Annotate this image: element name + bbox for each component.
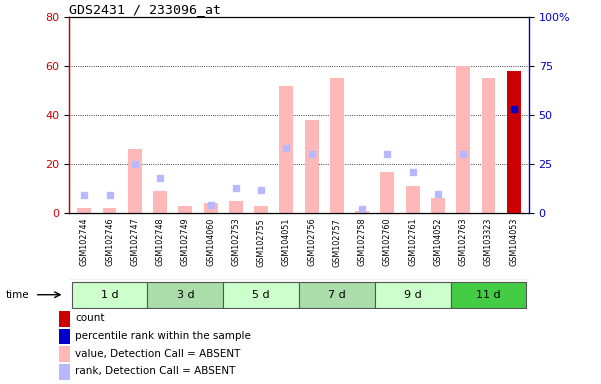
Text: GSM102758: GSM102758 bbox=[358, 218, 367, 266]
Text: GSM103323: GSM103323 bbox=[484, 218, 493, 266]
Text: 1 d: 1 d bbox=[101, 290, 118, 300]
Bar bbox=[431, 199, 445, 213]
Bar bbox=[59, 346, 70, 362]
Text: GDS2431 / 233096_at: GDS2431 / 233096_at bbox=[69, 3, 221, 16]
Bar bbox=[59, 311, 70, 326]
Bar bbox=[59, 364, 70, 380]
Bar bbox=[178, 206, 192, 213]
Text: GSM102763: GSM102763 bbox=[459, 218, 468, 266]
Bar bbox=[147, 282, 223, 308]
Bar bbox=[507, 71, 520, 213]
Bar bbox=[59, 329, 70, 344]
Bar bbox=[204, 204, 218, 213]
Bar bbox=[78, 208, 91, 213]
Bar bbox=[103, 208, 117, 213]
Text: count: count bbox=[75, 313, 105, 323]
Bar bbox=[128, 149, 142, 213]
Text: GSM102753: GSM102753 bbox=[231, 218, 240, 266]
Text: GSM102756: GSM102756 bbox=[307, 218, 316, 266]
Bar bbox=[330, 78, 344, 213]
Text: GSM102761: GSM102761 bbox=[408, 218, 417, 266]
Text: percentile rank within the sample: percentile rank within the sample bbox=[75, 331, 251, 341]
Text: GSM102760: GSM102760 bbox=[383, 218, 392, 266]
Text: 7 d: 7 d bbox=[328, 290, 346, 300]
Text: GSM104053: GSM104053 bbox=[509, 218, 518, 266]
Bar bbox=[355, 211, 369, 213]
Bar bbox=[223, 282, 299, 308]
Text: rank, Detection Call = ABSENT: rank, Detection Call = ABSENT bbox=[75, 366, 236, 376]
Text: time: time bbox=[6, 290, 29, 300]
Text: GSM104052: GSM104052 bbox=[433, 218, 442, 266]
Bar bbox=[229, 201, 243, 213]
Text: GSM102744: GSM102744 bbox=[80, 218, 89, 266]
Bar bbox=[481, 78, 495, 213]
Bar bbox=[153, 191, 167, 213]
Text: GSM102749: GSM102749 bbox=[181, 218, 190, 266]
Text: GSM102747: GSM102747 bbox=[130, 218, 139, 266]
Text: GSM104060: GSM104060 bbox=[206, 218, 215, 266]
Bar bbox=[299, 282, 375, 308]
Bar bbox=[254, 206, 268, 213]
Text: value, Detection Call = ABSENT: value, Detection Call = ABSENT bbox=[75, 349, 240, 359]
Bar bbox=[375, 282, 451, 308]
Text: 5 d: 5 d bbox=[252, 290, 270, 300]
Text: 9 d: 9 d bbox=[404, 290, 421, 300]
Text: GSM102748: GSM102748 bbox=[156, 218, 165, 266]
Bar bbox=[380, 172, 394, 213]
Bar bbox=[456, 66, 470, 213]
Text: 3 d: 3 d bbox=[177, 290, 194, 300]
Bar bbox=[507, 71, 520, 213]
Bar bbox=[406, 186, 419, 213]
Text: GSM102755: GSM102755 bbox=[257, 218, 266, 266]
Text: 11 d: 11 d bbox=[476, 290, 501, 300]
Bar bbox=[279, 86, 293, 213]
Text: GSM104051: GSM104051 bbox=[282, 218, 291, 266]
Text: GSM102746: GSM102746 bbox=[105, 218, 114, 266]
Bar bbox=[72, 282, 147, 308]
Bar bbox=[305, 120, 319, 213]
Bar bbox=[451, 282, 526, 308]
Text: GSM102757: GSM102757 bbox=[332, 218, 341, 266]
